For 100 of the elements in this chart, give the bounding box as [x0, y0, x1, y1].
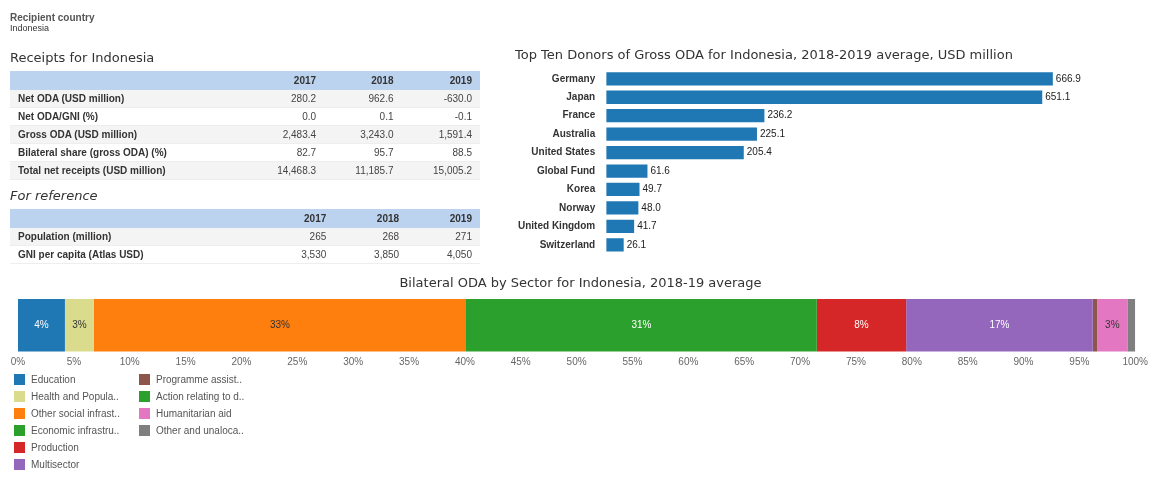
text: 280.2: [291, 93, 317, 104]
category-label: 2018: [370, 74, 395, 88]
text: 265: [309, 231, 327, 242]
y-tick-label: United States: [531, 146, 596, 158]
text: 82.7: [296, 147, 317, 158]
data-label: 61.6: [650, 164, 671, 176]
bar: [1127, 298, 1136, 352]
bar: [906, 298, 1093, 352]
text: For reference: [10, 188, 99, 203]
text: 3,530: [301, 249, 327, 260]
data-label: 31%: [631, 319, 652, 331]
text: 1,591.4: [438, 129, 472, 140]
bar: [466, 298, 817, 352]
bar: [606, 90, 1043, 104]
x-tick-label: 70%: [790, 355, 811, 367]
category-label: Net ODA (USD million): [18, 93, 125, 104]
x-tick-label: 20%: [231, 355, 252, 367]
category-label: Total net receipts (USD million): [18, 165, 166, 176]
bar: [606, 238, 624, 252]
text: 0.0: [302, 111, 317, 122]
y-tick-label: Germany: [551, 72, 596, 84]
legend-label: Production: [31, 442, 79, 453]
bar: [606, 127, 757, 141]
bar: [1097, 298, 1128, 352]
x-tick-label: 75%: [845, 355, 867, 367]
data-label: 236.2: [767, 109, 793, 121]
x-tick-label: 35%: [399, 355, 420, 367]
data-label: 49.7: [642, 183, 663, 195]
chart-title: Top Ten Donors of Gross ODA for Indonesia, 2018-2019 average, USD million: [514, 47, 1013, 63]
bar: [93, 298, 466, 352]
bar: [606, 182, 640, 197]
y-tick-label: Korea: [566, 183, 596, 195]
text: 271: [455, 231, 472, 242]
x-tick-label: 10%: [119, 355, 140, 367]
text: 14,468.3: [277, 165, 317, 176]
y-tick-label: Switzerland: [539, 238, 596, 250]
text: 95.7: [374, 147, 394, 158]
bar: [606, 109, 765, 123]
x-tick-label: 90%: [1013, 355, 1034, 367]
legend-label: Humanitarian aid: [156, 408, 232, 419]
bar: [816, 298, 907, 352]
legend-label: Health and Popula..: [31, 391, 119, 402]
data-label: 48.0: [641, 201, 662, 213]
data-label: 3%: [72, 319, 87, 331]
text: 11,185.7: [355, 165, 394, 176]
data-label: 26.1: [626, 238, 647, 250]
legend-label: Multisector: [31, 459, 80, 470]
text: Recipient country: [10, 12, 95, 23]
x-tick-label: 15%: [175, 355, 196, 367]
y-tick-label: France: [562, 109, 596, 121]
legend-label: Economic infrastru..: [31, 425, 120, 436]
bar: [64, 298, 94, 352]
text: 4,050: [446, 249, 472, 260]
category-label: Net ODA/GNI (%): [18, 111, 98, 122]
y-tick-label: Australia: [552, 127, 596, 139]
category-label: 2018: [375, 212, 401, 226]
data-label: 225.1: [759, 127, 786, 139]
x-tick-label: 5%: [66, 355, 82, 367]
text: 88.5: [452, 147, 472, 158]
data-label: 17%: [989, 319, 1010, 331]
x-tick-label: 95%: [1069, 355, 1090, 367]
x-tick-label: 80%: [901, 355, 922, 367]
category-label: Bilateral share (gross ODA) (%): [18, 147, 167, 158]
text: -630.0: [443, 93, 472, 104]
text: 15,005.2: [433, 165, 472, 176]
legend-label: Education: [31, 374, 76, 385]
text: 0.1: [379, 111, 394, 122]
legend-label: Action relating to d..: [156, 391, 245, 402]
data-label: 4%: [34, 319, 49, 331]
text: 962.6: [368, 93, 394, 104]
category-label: 2017: [292, 74, 318, 88]
x-tick-label: 85%: [957, 355, 978, 367]
legend-label: Other and unaloca..: [156, 425, 244, 436]
x-tick-label: 50%: [566, 355, 587, 367]
legend-label: Programme assist..: [156, 374, 243, 385]
data-label: 33%: [269, 319, 291, 331]
y-tick-label: Norway: [559, 201, 596, 213]
text: -0.1: [454, 111, 472, 122]
bar: [606, 219, 635, 233]
x-tick-label: 40%: [454, 355, 475, 367]
data-label: 651.1: [1045, 91, 1071, 103]
data-label: 3%: [1105, 319, 1120, 331]
bar: [606, 145, 744, 160]
bar: [1092, 298, 1098, 352]
text: 3,243.0: [360, 129, 394, 140]
data-label: 205.4: [746, 146, 773, 158]
bar: [606, 72, 1053, 86]
x-tick-label: 55%: [622, 355, 643, 367]
category-label: 2017: [303, 212, 328, 226]
data-label: 8%: [854, 319, 869, 331]
x-tick-label: 65%: [734, 355, 755, 367]
y-tick-label: Japan: [566, 91, 596, 103]
data-label: 666.9: [1055, 72, 1082, 84]
y-tick-label: United Kingdom: [517, 220, 596, 232]
x-tick-label: 0%: [10, 355, 26, 367]
chart-title: Bilateral ODA by Sector for Indonesia, 2018-19 average: [399, 275, 762, 291]
y-tick-label: Global Fund: [536, 164, 596, 176]
x-tick-label: 100%: [1122, 355, 1149, 367]
text: Receipts for Indonesia: [10, 50, 156, 65]
x-tick-label: 25%: [287, 355, 308, 367]
